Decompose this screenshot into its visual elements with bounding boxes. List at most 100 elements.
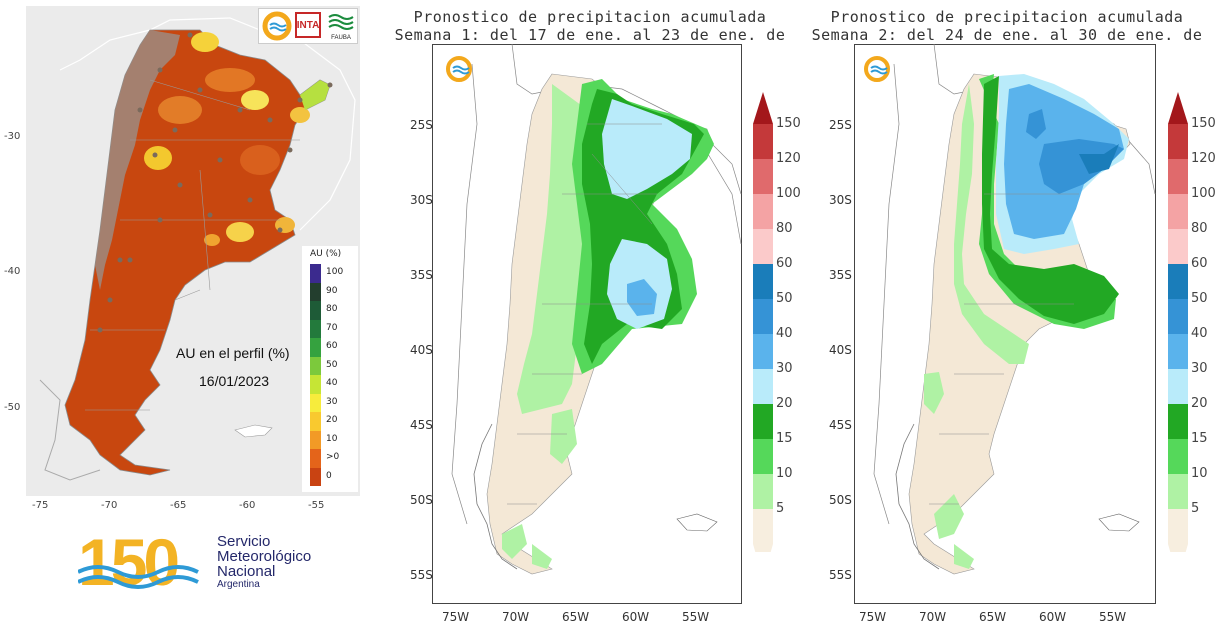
- f1-x-tick: 75W: [442, 610, 470, 624]
- f2-x-tick: 60W: [1039, 610, 1067, 624]
- colorbar-label: 20: [776, 396, 793, 411]
- colorbar-label: 30: [1191, 361, 1208, 376]
- colorbar-label: 60: [1191, 256, 1208, 271]
- colorbar-label: 10: [776, 466, 793, 481]
- colorbar-swatch: [753, 439, 773, 474]
- forecast2-title-line1: Pronostico de precipitacion acumulada: [830, 8, 1184, 26]
- f2-y-tick: 55S: [829, 568, 852, 582]
- fauba-logo: FAUBA: [327, 11, 355, 41]
- au-x-tick: -65: [170, 500, 187, 511]
- au-legend-swatch: [310, 412, 321, 431]
- fauba-wave-icon: [328, 14, 354, 30]
- colorbar-label: 120: [1191, 151, 1216, 166]
- colorbar-swatch: [753, 299, 773, 334]
- f2-y-tick: 35S: [829, 268, 852, 282]
- au-legend-title: AU (%): [310, 249, 342, 259]
- colorbar-label: 40: [1191, 326, 1208, 341]
- andes-no-data-band: [95, 30, 180, 290]
- colorbar-swatch: [1168, 334, 1188, 369]
- colorbar-label: 5: [776, 501, 785, 516]
- au-legend-swatch: [310, 375, 321, 394]
- au-legend-tick: 90: [326, 285, 338, 296]
- f2-x-tick: 65W: [979, 610, 1007, 624]
- au-x-tick: -75: [32, 500, 49, 511]
- colorbar-swatch: [1168, 299, 1188, 334]
- colorbar-swatch: [1168, 229, 1188, 264]
- au-annotation-date: 16/01/2023: [199, 373, 270, 389]
- au-legend-tick: 80: [326, 304, 338, 315]
- colorbar-swatch: [1168, 439, 1188, 474]
- au-legend-tick: 100: [326, 267, 344, 278]
- forecast-week1-panel: Pronostico de precipitacion acumulada Se…: [380, 0, 801, 638]
- forecast1-title-line1: Pronostico de precipitacion acumulada: [413, 8, 767, 26]
- au-legend-swatch: [310, 282, 321, 301]
- au-legend-tick: 10: [326, 433, 338, 444]
- logo-strip: INTA FAUBA: [258, 8, 358, 44]
- smn-150-logo: 150 Servicio Meteorológico Nacional Arge…: [78, 525, 358, 600]
- au-legend-tick: 60: [326, 341, 338, 352]
- au-y-tick: -50: [4, 402, 21, 413]
- colorbar-label: 5: [1191, 501, 1200, 516]
- f1-y-tick: 50S: [410, 493, 433, 507]
- f1-y-tick: 45S: [410, 418, 433, 432]
- colorbar-label: 15: [1191, 431, 1208, 446]
- colorbar-graphic: [1168, 92, 1188, 552]
- smn-circle-logo-icon: [262, 11, 292, 41]
- au-y-tick: -30: [4, 131, 21, 142]
- f1-y-tick: 40S: [410, 343, 433, 357]
- colorbar-swatch: [753, 474, 773, 509]
- colorbar-bottom-arrow: [1168, 544, 1188, 552]
- au-legend-tick: 40: [326, 378, 338, 389]
- au-legend-swatch: [310, 301, 321, 320]
- smn-line3: Nacional: [217, 563, 276, 580]
- station-points: [97, 32, 333, 333]
- colorbar-label: 80: [776, 221, 793, 236]
- f1-y-tick: 30S: [410, 193, 433, 207]
- f1-y-tick: 55S: [410, 568, 433, 582]
- colorbar-label: 100: [1191, 186, 1216, 201]
- colorbar-swatch: [753, 369, 773, 404]
- au-y-tick: -40: [4, 266, 21, 277]
- au-legend-swatch: [310, 319, 321, 338]
- smn-wave-icon: [78, 565, 199, 589]
- colorbar-label: 50: [1191, 291, 1208, 306]
- au-legend-tick: 50: [326, 359, 338, 370]
- fauba-label: FAUBA: [331, 35, 351, 41]
- au-x-tick: -70: [101, 500, 118, 511]
- f1-y-tick: 25S: [410, 118, 433, 132]
- colorbar-label: 30: [776, 361, 793, 376]
- au-x-tick: -60: [239, 500, 256, 511]
- au-legend-swatch: [310, 430, 321, 449]
- au-legend-swatch: [310, 264, 321, 283]
- f1-x-tick: 60W: [622, 610, 650, 624]
- colorbar-label: 40: [776, 326, 793, 341]
- colorbar-label: 150: [1191, 116, 1216, 131]
- colorbar-swatch: [753, 509, 773, 544]
- colorbar-label: 120: [776, 151, 801, 166]
- colorbar-label: 10: [1191, 466, 1208, 481]
- colorbar-swatch: [1168, 124, 1188, 159]
- smn-line1: Servicio: [217, 533, 271, 550]
- f2-x-tick: 75W: [859, 610, 887, 624]
- colorbar-label: 150: [776, 116, 801, 131]
- inta-logo: INTA: [295, 12, 321, 38]
- au-legend: AU (%) 100 90 80 70 60 50 40 30 20 10 >0 0: [302, 246, 358, 492]
- forecast1-colorbar: 150 120 100 80 60 50 40 30 20 15 10 5: [752, 90, 801, 552]
- f2-y-tick: 50S: [829, 493, 852, 507]
- au-legend-swatch: [310, 356, 321, 375]
- f2-y-tick: 30S: [829, 193, 852, 207]
- colorbar-label: 20: [1191, 396, 1208, 411]
- smn-line2: Meteorológico: [217, 548, 312, 565]
- colorbar-swatch: [1168, 159, 1188, 194]
- f1-x-tick: 70W: [502, 610, 530, 624]
- colorbar-swatch: [1168, 509, 1188, 544]
- au-legend-swatch: [310, 338, 321, 357]
- colorbar-swatch: [753, 194, 773, 229]
- colorbar-label: 60: [776, 256, 793, 271]
- au-legend-tick: 70: [326, 322, 338, 333]
- f2-y-tick: 40S: [829, 343, 852, 357]
- colorbar-label: 50: [776, 291, 793, 306]
- au-legend-tick: >0: [326, 452, 340, 463]
- f2-y-tick: 45S: [829, 418, 852, 432]
- colorbar-swatch: [1168, 474, 1188, 509]
